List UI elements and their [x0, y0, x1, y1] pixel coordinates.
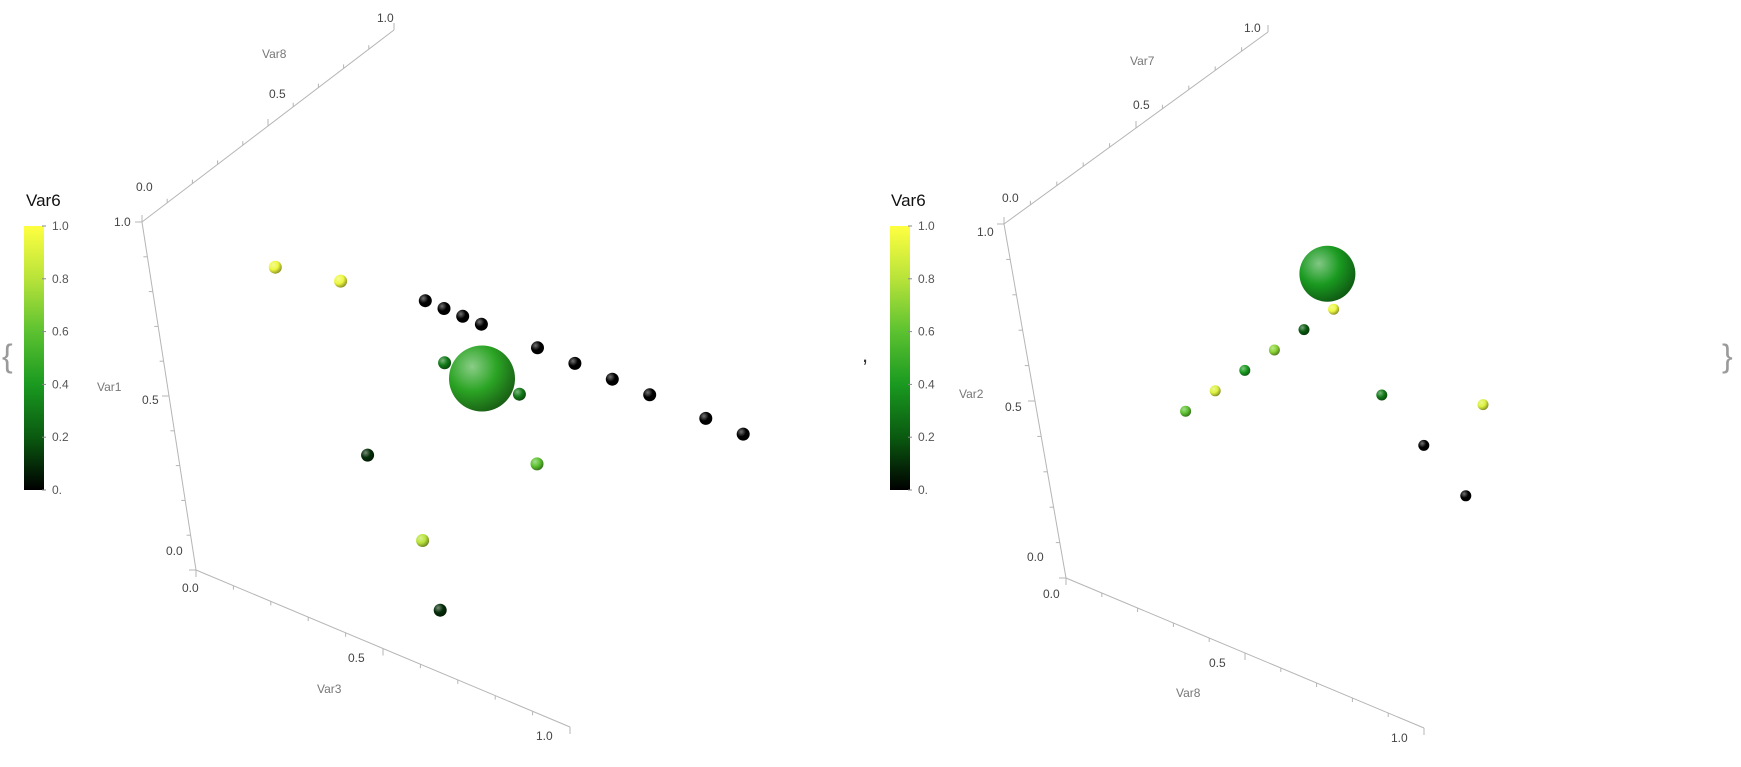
data-points — [1180, 245, 1489, 502]
legend-color-bar — [24, 226, 44, 490]
axis-lines — [1003, 31, 1425, 729]
data-point — [416, 534, 430, 547]
legend-title: Var6 — [26, 191, 61, 210]
data-point — [530, 457, 544, 471]
data-point — [1268, 344, 1280, 356]
tick-label: 1.0 — [536, 729, 553, 743]
data-point — [1418, 439, 1430, 451]
legend-tick-label: 1.0 — [918, 219, 935, 233]
tick-label: 0.0 — [1027, 550, 1044, 564]
axis-label-x: Var3 — [317, 682, 342, 696]
legend-right: Var6 0. 0.2 0.4 0.6 0.8 1.0 — [890, 191, 935, 497]
scatter-plot-right: 0.0 0.5 1.0 Var8 0.0 0.5 1.0 Var2 0.0 0.… — [959, 21, 1489, 745]
tick-label: 0.0 — [182, 581, 199, 595]
tick-label: 0.5 — [348, 651, 365, 665]
data-point — [699, 411, 713, 425]
legend-tick-label: 0.8 — [52, 272, 69, 286]
tick-label: 0.0 — [166, 544, 183, 558]
data-point — [438, 356, 452, 370]
tick-label: 1.0 — [977, 225, 994, 239]
data-point — [1180, 405, 1192, 417]
data-point — [1477, 399, 1489, 411]
open-brace: { — [2, 338, 13, 374]
tick-label: 0.5 — [142, 393, 159, 407]
data-point — [1298, 324, 1310, 336]
tick-label: 0.5 — [269, 87, 286, 101]
data-point — [474, 317, 488, 331]
tick-label: 1.0 — [1391, 731, 1408, 745]
data-point — [456, 309, 470, 323]
legend-tick-label: 0.4 — [52, 377, 69, 391]
data-point — [1239, 364, 1251, 376]
highlight-point — [1299, 245, 1356, 302]
axis-label-x: Var8 — [1176, 686, 1201, 700]
legend-ticks: 0. 0.2 0.4 0.6 0.8 1.0 — [42, 219, 69, 497]
data-point — [605, 372, 619, 386]
tick-label: 1.0 — [377, 11, 394, 25]
legend-color-bar — [890, 226, 910, 490]
data-point — [1209, 385, 1221, 397]
legend-title: Var6 — [891, 191, 926, 210]
axis-label-y: Var1 — [97, 380, 122, 394]
legend-tick-label: 0.8 — [918, 272, 935, 286]
data-point — [736, 427, 750, 441]
data-point — [418, 294, 432, 308]
legend-left: Var6 0. 0.2 0.4 0.6 0.8 1.0 — [24, 191, 69, 497]
data-point — [643, 388, 657, 402]
data-point — [268, 260, 282, 274]
axis-label-y: Var2 — [959, 387, 984, 401]
data-point — [1376, 389, 1388, 401]
list-separator: , — [862, 342, 868, 367]
data-point — [361, 448, 375, 462]
legend-tick-label: 0.6 — [918, 325, 935, 339]
tick-label: 0.5 — [1133, 98, 1150, 112]
legend-tick-label: 0.2 — [52, 430, 69, 444]
legend-ticks: 0. 0.2 0.4 0.6 0.8 1.0 — [908, 219, 935, 497]
data-point — [568, 356, 582, 370]
tick-label: 1.0 — [114, 215, 131, 229]
legend-tick-label: 0.2 — [918, 430, 935, 444]
tick-label: 0.5 — [1005, 400, 1022, 414]
data-point — [437, 302, 451, 315]
data-point — [1460, 490, 1472, 502]
data-point — [1328, 303, 1340, 315]
tick-label: 0.0 — [136, 180, 153, 194]
close-brace: } — [1722, 338, 1733, 374]
highlight-point — [449, 345, 515, 412]
data-points — [268, 260, 750, 617]
data-point — [334, 274, 348, 288]
legend-tick-label: 0. — [52, 483, 62, 497]
data-point — [512, 387, 526, 401]
scatter-plot-left: 0.0 0.5 1.0 Var3 0.0 0.5 1.0 Var1 0.0 0.… — [97, 11, 750, 743]
legend-tick-label: 1.0 — [52, 219, 69, 233]
tick-label: 0.0 — [1043, 587, 1060, 601]
tick-label: 0.5 — [1209, 656, 1226, 670]
axis-label-z: Var8 — [262, 47, 287, 61]
legend-tick-label: 0.6 — [52, 325, 69, 339]
axis-label-z: Var7 — [1130, 54, 1155, 68]
tick-label: 1.0 — [1244, 21, 1261, 35]
legend-tick-label: 0.4 — [918, 377, 935, 391]
tick-label: 0.0 — [1002, 191, 1019, 205]
data-point — [531, 341, 544, 355]
data-point — [433, 603, 447, 617]
legend-tick-label: 0. — [918, 483, 928, 497]
